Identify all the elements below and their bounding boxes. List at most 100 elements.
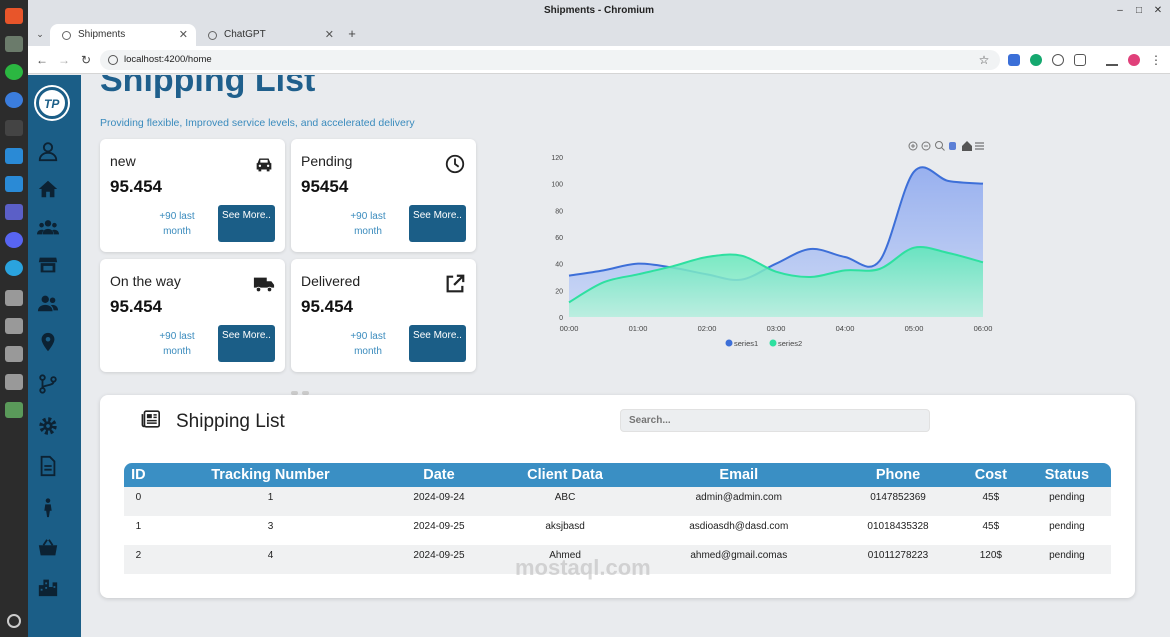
telegram-icon[interactable] (5, 260, 23, 276)
column-header[interactable]: Email (640, 463, 838, 487)
search-input[interactable] (620, 409, 930, 432)
document-icon[interactable] (5, 374, 23, 390)
zoom-in-icon[interactable] (908, 141, 918, 151)
reload-icon[interactable]: ↻ (80, 53, 92, 67)
app-launcher-icon[interactable] (5, 8, 23, 24)
grammar-extension-icon[interactable] (1030, 54, 1042, 66)
city-buildings-icon[interactable] (37, 576, 59, 598)
close-tab-icon[interactable]: ✕ (178, 29, 188, 41)
whatsapp-icon[interactable] (5, 64, 23, 80)
legend-label[interactable]: series1 (734, 339, 758, 348)
column-header[interactable]: Status (1022, 463, 1111, 487)
person-icon[interactable] (37, 497, 59, 519)
y-tick-label: 120 (551, 155, 563, 162)
tab-search-icon[interactable]: ⌄ (36, 29, 44, 39)
app-logo[interactable]: TP (36, 87, 68, 119)
discord-icon[interactable] (5, 232, 23, 248)
gear-icon[interactable] (37, 415, 59, 437)
files-icon[interactable] (5, 36, 23, 52)
table-row[interactable]: 1 3 2024-09-25 aksjbasd asdioasdh@dasd.com 01… (124, 516, 1111, 545)
minimize-icon[interactable]: – (1117, 5, 1123, 16)
site-info-icon[interactable] (108, 55, 118, 65)
see-more-button[interactable]: See More.. (218, 325, 275, 362)
close-tab-icon[interactable]: ✕ (324, 29, 334, 41)
document-icon[interactable] (5, 290, 23, 306)
show-apps-icon[interactable] (7, 614, 21, 628)
stat-card-delivered: Delivered 95.454 +90 last month See More… (291, 259, 476, 372)
bookmark-star-icon[interactable]: ☆ (978, 53, 990, 67)
column-header[interactable]: Cost (958, 463, 1023, 487)
column-header[interactable]: ID (124, 463, 153, 487)
maximize-icon[interactable]: □ (1135, 5, 1143, 16)
close-window-icon[interactable]: ✕ (1153, 5, 1163, 16)
table-cell: 2 (124, 545, 153, 574)
store-icon[interactable] (37, 254, 59, 276)
column-header[interactable]: Date (388, 463, 490, 487)
chart-menu-icon[interactable] (975, 142, 984, 150)
git-branch-icon[interactable] (37, 373, 59, 395)
y-tick-label: 40 (555, 262, 563, 269)
document-icon[interactable] (5, 346, 23, 362)
profile-avatar-icon[interactable] (1128, 54, 1140, 66)
location-pin-icon[interactable] (37, 331, 59, 353)
carousel-dots[interactable] (291, 382, 313, 400)
card-label: new (110, 153, 136, 169)
table-body: 0 1 2024-09-24 ABC admin@admin.com 0147852369… (124, 487, 1111, 574)
column-header[interactable]: Client Data (489, 463, 641, 487)
chart-legend[interactable]: series1 series2 (725, 339, 803, 348)
recycle-icon[interactable] (5, 402, 23, 418)
users-group-icon[interactable] (37, 216, 59, 238)
tab-shipments[interactable]: Shipments ✕ (50, 24, 196, 46)
table-cell: pending (1022, 487, 1111, 516)
x-tick-label: 01:00 (629, 324, 648, 333)
table-cell: 1 (152, 487, 389, 516)
see-more-button[interactable]: See More.. (409, 325, 466, 362)
legend-label[interactable]: series2 (778, 339, 802, 348)
shopping-basket-icon[interactable] (37, 537, 59, 559)
pan-hand-icon[interactable] (949, 142, 956, 150)
home-icon[interactable] (37, 178, 59, 200)
teams-icon[interactable] (5, 204, 23, 220)
url-field[interactable]: localhost:4200/home (100, 50, 1000, 70)
os-dock (0, 0, 28, 637)
table-row[interactable]: 2 4 2024-09-25 Ahmed ahmed@gmail.comas 010112… (124, 545, 1111, 574)
download-extension-icon[interactable] (1052, 54, 1064, 66)
x-tick-label: 02:00 (698, 324, 717, 333)
zoom-select-icon[interactable] (935, 141, 945, 151)
table-row[interactable]: 0 1 2024-09-24 ABC admin@admin.com 0147852369… (124, 487, 1111, 516)
table-cell: 120$ (958, 545, 1023, 574)
y-tick-label: 100 (551, 182, 563, 189)
column-header[interactable]: Phone (837, 463, 959, 487)
new-tab-icon[interactable]: + (348, 26, 356, 41)
lab-flask-icon[interactable] (1106, 54, 1118, 66)
car-icon (256, 158, 272, 172)
card-value: 95.454 (301, 297, 353, 316)
file-text-icon[interactable] (37, 455, 59, 477)
see-more-button[interactable]: See More.. (218, 205, 275, 242)
app-sidebar: TP (28, 75, 81, 637)
series-layer (568, 166, 984, 317)
table-cell: aksjbasd (489, 516, 641, 545)
extensions-puzzle-icon[interactable] (1074, 54, 1086, 66)
tab-chatgpt[interactable]: ChatGPT ✕ (196, 24, 342, 46)
table-cell: ahmed@gmail.comas (640, 545, 838, 574)
user-icon[interactable] (37, 140, 59, 162)
download-icon[interactable] (5, 176, 23, 192)
vscode-icon[interactable] (5, 148, 23, 164)
translate-extension-icon[interactable] (1008, 54, 1020, 66)
see-more-button[interactable]: See More.. (409, 205, 466, 242)
address-bar: ← → ↻ localhost:4200/home ☆ ⋮ (28, 46, 1170, 74)
chromium-icon[interactable] (5, 92, 23, 108)
main-content: Shipping List Providing flexible, Improv… (81, 75, 1170, 637)
users-icon[interactable] (37, 292, 59, 314)
browser-menu-icon[interactable]: ⋮ (1150, 53, 1162, 67)
terminal-icon[interactable] (5, 120, 23, 136)
document-icon[interactable] (5, 318, 23, 334)
zoom-out-icon[interactable] (921, 141, 931, 151)
reset-home-icon[interactable] (962, 141, 972, 151)
back-icon[interactable]: ← (36, 53, 48, 67)
table-cell: 0147852369 (837, 487, 959, 516)
column-header[interactable]: Tracking Number (152, 463, 389, 487)
forward-icon[interactable]: → (58, 53, 70, 67)
